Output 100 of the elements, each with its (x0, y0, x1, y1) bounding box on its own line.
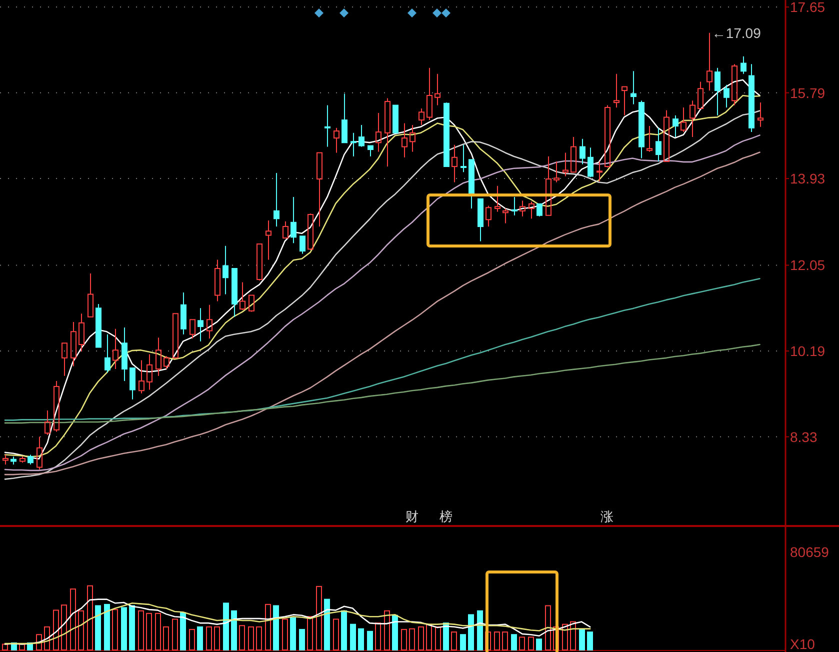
candlestick (580, 138, 586, 165)
bar (350, 624, 356, 650)
candlestick (460, 144, 466, 173)
bar (265, 604, 271, 650)
candlestick (172, 313, 178, 358)
bar (172, 618, 178, 650)
candlestick (274, 172, 280, 227)
candlestick (444, 102, 450, 168)
bar (324, 598, 330, 650)
candlestick (122, 326, 128, 382)
bar (197, 626, 203, 650)
candlestick (664, 110, 670, 162)
bar (121, 607, 127, 650)
bar (290, 617, 296, 650)
bar (282, 618, 288, 650)
candlestick (546, 156, 552, 216)
bar (418, 626, 424, 650)
candlestick (410, 124, 416, 152)
annotation: 榜 (439, 509, 452, 524)
candlestick (680, 107, 686, 132)
candlestick (392, 104, 398, 134)
bar (341, 610, 347, 650)
candlestick (478, 198, 484, 242)
bar (435, 626, 441, 650)
candlestick (290, 196, 296, 244)
candlestick (358, 124, 364, 148)
candlestick (62, 342, 68, 376)
candlestick (282, 220, 288, 239)
candlestick (164, 356, 170, 370)
candlestick (10, 456, 16, 465)
candlestick (706, 32, 712, 91)
bar (485, 632, 491, 650)
candlestick (536, 203, 542, 217)
candlestick (44, 410, 50, 436)
bar (367, 630, 373, 650)
text: 80659 (790, 544, 830, 560)
bar (138, 610, 144, 650)
candlestick (740, 56, 746, 74)
candlestick (468, 159, 474, 210)
candlestick (222, 245, 228, 295)
candlestick (604, 104, 610, 168)
bar (409, 628, 415, 650)
bar (155, 612, 161, 650)
candlestick (714, 67, 720, 116)
candlestick (570, 136, 576, 173)
bar (273, 605, 279, 650)
bar (316, 586, 322, 650)
candlestick (88, 273, 94, 318)
candlestick (156, 337, 162, 376)
candlestick (638, 100, 644, 159)
bar (536, 638, 542, 650)
candlestick (256, 244, 262, 281)
candlestick (376, 112, 382, 152)
bar (44, 626, 50, 650)
bar (562, 624, 568, 650)
candlestick (28, 454, 34, 465)
candlestick (180, 292, 186, 335)
candlestick (486, 205, 492, 227)
bar (307, 616, 313, 650)
candlestick (138, 360, 144, 394)
bar (248, 626, 254, 650)
candlestick (528, 201, 534, 220)
candlestick (70, 321, 76, 367)
candlestick (316, 152, 322, 227)
y-tick-label: 8.33 (790, 428, 818, 445)
candlestick (418, 108, 424, 126)
bar (528, 636, 534, 650)
bar (494, 632, 500, 650)
candlestick (266, 220, 272, 260)
bar (587, 632, 593, 650)
candlestick (78, 313, 84, 352)
bar (53, 610, 59, 650)
line-series (4, 278, 760, 421)
candlestick (384, 98, 390, 168)
candlestick (190, 319, 196, 340)
candlestick (240, 282, 246, 310)
candlestick (112, 328, 118, 370)
candlestick (690, 100, 696, 138)
bar (61, 604, 67, 650)
candlestick (20, 456, 26, 464)
candlestick (350, 132, 356, 157)
bar (95, 605, 101, 650)
candlestick (146, 354, 152, 390)
candlestick (214, 259, 220, 302)
bar (460, 634, 466, 650)
candlestick (672, 114, 678, 138)
y-tick-label: 13.93 (790, 170, 826, 187)
bar (104, 604, 110, 650)
candlestick (554, 160, 560, 183)
bar (358, 628, 364, 650)
candlestick (232, 268, 238, 318)
bar (519, 636, 525, 650)
bar (189, 628, 195, 650)
bar (375, 622, 381, 650)
candlestick (206, 304, 212, 340)
candlestick (402, 122, 408, 158)
candlestick (300, 236, 306, 254)
candlestick (630, 70, 636, 105)
bar (129, 605, 135, 650)
bar (392, 614, 398, 650)
